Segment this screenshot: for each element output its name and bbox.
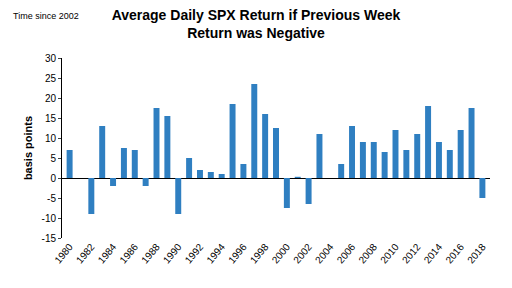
svg-text:1986: 1986 <box>117 241 140 265</box>
svg-text:0: 0 <box>50 173 56 184</box>
svg-text:2004: 2004 <box>313 241 336 265</box>
svg-text:1980: 1980 <box>52 241 75 265</box>
svg-text:15: 15 <box>45 113 57 124</box>
svg-text:2016: 2016 <box>443 241 466 265</box>
svg-text:1994: 1994 <box>204 241 227 265</box>
svg-text:2002: 2002 <box>291 241 314 265</box>
svg-text:2012: 2012 <box>400 241 423 265</box>
svg-text:2000: 2000 <box>269 241 292 265</box>
svg-text:20: 20 <box>45 93 57 104</box>
svg-text:2018: 2018 <box>465 241 488 265</box>
svg-text:Average Daily SPX Return if Pr: Average Daily SPX Return if Previous Wee… <box>112 7 401 41</box>
svg-text:1998: 1998 <box>248 241 271 265</box>
svg-text:basis points: basis points <box>22 116 34 180</box>
svg-text:1984: 1984 <box>96 241 119 265</box>
svg-text:2014: 2014 <box>422 241 445 265</box>
svg-text:10: 10 <box>45 133 57 144</box>
svg-text:1992: 1992 <box>183 241 206 265</box>
svg-text:Time since 2002: Time since 2002 <box>13 11 79 21</box>
svg-text:-10: -10 <box>42 213 57 224</box>
svg-text:25: 25 <box>45 73 57 84</box>
svg-text:2010: 2010 <box>378 241 401 265</box>
svg-text:-15: -15 <box>42 233 57 244</box>
svg-text:1988: 1988 <box>139 241 162 265</box>
svg-text:-5: -5 <box>47 193 56 204</box>
svg-text:1990: 1990 <box>161 241 184 265</box>
svg-text:30: 30 <box>45 53 57 64</box>
svg-text:5: 5 <box>50 153 56 164</box>
svg-text:1996: 1996 <box>226 241 249 265</box>
svg-text:2006: 2006 <box>335 241 358 265</box>
svg-text:2008: 2008 <box>356 241 379 265</box>
svg-text:1982: 1982 <box>74 241 97 265</box>
